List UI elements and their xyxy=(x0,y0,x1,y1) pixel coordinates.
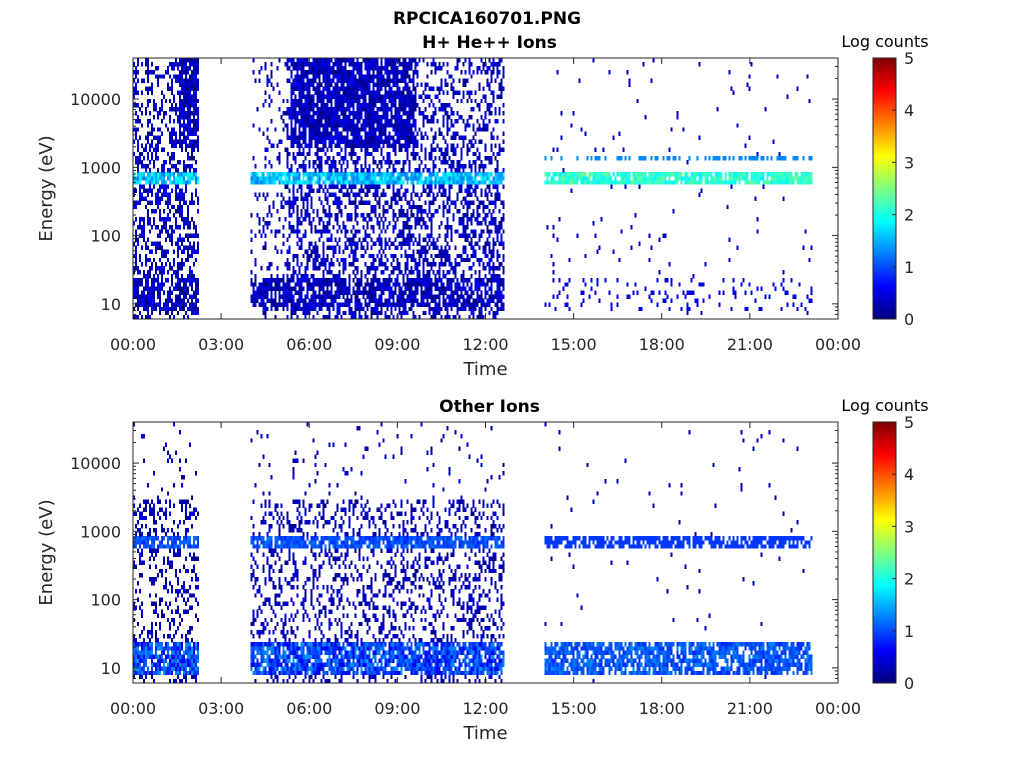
colorbar-label: Log counts xyxy=(841,396,928,415)
x-tick-label: 00:00 xyxy=(110,699,156,718)
colorbar-gradient xyxy=(872,421,897,684)
x-tick-label: 09:00 xyxy=(374,335,420,354)
colorbar-tick-label: 3 xyxy=(904,517,914,536)
x-tick-label: 21:00 xyxy=(727,699,773,718)
y-axis: 10 100 1000 10000 xyxy=(70,57,838,320)
colorbar-tick-label: 5 xyxy=(904,413,914,432)
x-tick-label: 18:00 xyxy=(639,699,685,718)
panel-title: H+ He++ Ions xyxy=(422,33,557,53)
y-tick-label: 10000 xyxy=(70,90,121,109)
x-tick-label: 18:00 xyxy=(639,335,685,354)
colorbar-tick-label: 2 xyxy=(904,206,914,225)
colorbar-label: Log counts xyxy=(841,32,928,51)
heatmap-cells xyxy=(133,58,813,320)
y-tick-label: 10 xyxy=(101,295,121,314)
y-axis-label: Energy (eV) xyxy=(36,499,57,605)
colorbar-tick-label: 1 xyxy=(904,258,914,277)
colorbar-tick-label: 2 xyxy=(904,570,914,589)
x-tick-label: 03:00 xyxy=(198,335,244,354)
x-axis: 00:00 03:00 06:00 09:00 12:00 15:00 18:00 21:00… xyxy=(110,422,861,718)
y-tick-label: 10000 xyxy=(70,454,121,473)
colorbar-tick-label: 5 xyxy=(904,49,914,68)
colorbar-tick-label: 0 xyxy=(904,310,914,329)
x-axis: 00:00 03:00 06:00 09:00 12:00 15:00 18:00 21:00… xyxy=(110,58,861,354)
y-tick-label: 10 xyxy=(101,659,121,678)
x-tick-label: 09:00 xyxy=(374,699,420,718)
colorbar-tick-label: 4 xyxy=(904,465,914,484)
y-tick-label: 1000 xyxy=(80,522,121,541)
y-tick-label: 100 xyxy=(90,227,121,246)
y-tick-label: 1000 xyxy=(80,158,121,177)
x-tick-label: 00:00 xyxy=(110,335,156,354)
x-axis-label: Time xyxy=(462,723,507,744)
figure-main-title: RPCICA160701.PNG xyxy=(393,9,581,29)
colorbar-gradient xyxy=(872,57,897,320)
y-tick-label: 100 xyxy=(90,591,121,610)
colorbar-tick-label: 4 xyxy=(904,101,914,120)
y-axis: 10 100 1000 10000 xyxy=(70,421,838,684)
x-tick-label: 12:00 xyxy=(462,699,508,718)
x-tick-label: 15:00 xyxy=(551,699,597,718)
colorbar-tick-label: 0 xyxy=(904,674,914,693)
x-tick-label: 12:00 xyxy=(462,335,508,354)
colorbar-tick-label: 1 xyxy=(904,622,914,641)
y-axis-label: Energy (eV) xyxy=(36,135,57,241)
panel-2: Other Ions 00:00 03:00 06:00 09:00 12:00 15:00… xyxy=(36,396,929,744)
x-tick-label: 03:00 xyxy=(198,699,244,718)
x-tick-label: 06:00 xyxy=(286,699,332,718)
x-tick-label: 06:00 xyxy=(286,335,332,354)
panel-title: Other Ions xyxy=(439,397,540,417)
x-tick-label: 21:00 xyxy=(727,335,773,354)
x-tick-label: 15:00 xyxy=(551,335,597,354)
colorbar-tick-label: 3 xyxy=(904,153,914,172)
x-tick-label: 00:00 xyxy=(815,699,861,718)
x-tick-label: 00:00 xyxy=(815,335,861,354)
heatmap-cells xyxy=(133,422,813,684)
panel-1: H+ He++ Ions 00:00 03:00 06:00 09:00 12:00 15:… xyxy=(36,32,929,380)
x-axis-label: Time xyxy=(462,359,507,380)
